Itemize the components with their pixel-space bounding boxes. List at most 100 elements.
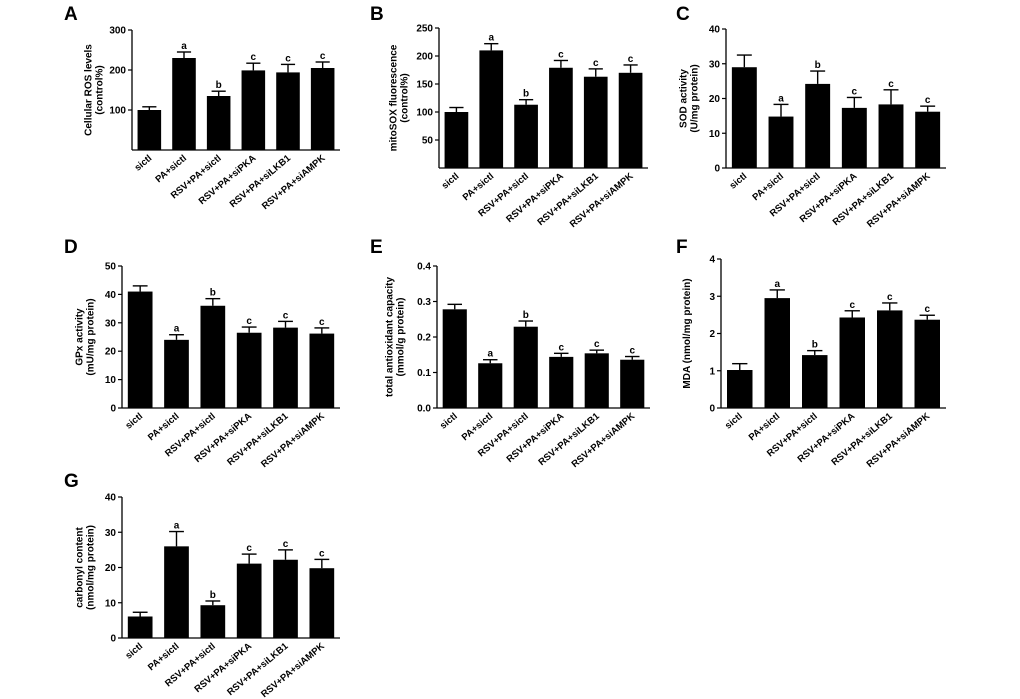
- significance-label: c: [246, 543, 252, 554]
- y-tick-label: 100: [109, 106, 126, 117]
- y-axis-label: total antioxidant capacity: [385, 277, 396, 397]
- panel-letter: G: [64, 471, 79, 492]
- significance-label: b: [216, 80, 222, 91]
- category-label: RSV+PA+siAMPK: [865, 171, 933, 230]
- significance-label: c: [594, 339, 600, 350]
- significance-label: c: [849, 300, 855, 311]
- chart-panel-d: D 0 10 20 30 40 50 GPx activity (mU/mg protein) s…: [64, 237, 340, 470]
- significance-label: c: [319, 548, 325, 559]
- bar: [127, 616, 153, 638]
- bar: [309, 568, 335, 638]
- bar: [915, 111, 941, 168]
- category-label: sictl: [133, 153, 155, 174]
- bar: [442, 309, 467, 408]
- y-tick-label: 30: [709, 59, 721, 70]
- category-label: sictl: [723, 411, 745, 432]
- y-axis-label: carbonyl content: [75, 527, 86, 608]
- bar: [768, 116, 794, 168]
- category-label: RSV+PA+siAMPK: [568, 171, 636, 230]
- bar: [310, 68, 335, 150]
- bar: [309, 333, 335, 408]
- y-tick-label: 0: [110, 404, 116, 415]
- bar: [513, 326, 538, 408]
- y-tick-label: 10: [105, 598, 117, 609]
- chart-panel-a: A 100 200 300 Cellular ROS levels (control%) s…: [64, 4, 340, 212]
- bar: [731, 67, 757, 168]
- chart-panel-b: B 50 100 150 200 250 mitoSOX fluorescence (cont…: [370, 4, 648, 230]
- category-label: PA+sictl: [146, 411, 181, 443]
- bar: [478, 363, 503, 408]
- bar: [273, 559, 298, 638]
- category-label: RSV+PA+siAMPK: [260, 153, 328, 212]
- bar: [877, 310, 903, 408]
- y-tick-label: 1: [709, 366, 715, 377]
- y-axis-label: Cellular ROS levels: [84, 44, 95, 136]
- y-tick-label: 10: [105, 375, 117, 386]
- category-label: RSV+PA+siAMPK: [570, 411, 638, 470]
- category-label: sictl: [728, 171, 750, 192]
- y-tick-label: 50: [422, 136, 434, 147]
- significance-label: b: [523, 310, 529, 321]
- significance-label: c: [628, 54, 634, 65]
- category-label: sictl: [123, 641, 145, 662]
- significance-label: c: [251, 52, 257, 63]
- category-label: PA+sictl: [750, 171, 785, 203]
- y-tick-label: 10: [709, 129, 721, 140]
- bar: [241, 70, 266, 150]
- significance-label: b: [210, 288, 216, 299]
- significance-label: c: [283, 310, 289, 321]
- bar: [164, 339, 189, 408]
- y-tick-label: 20: [105, 347, 117, 358]
- bar: [200, 605, 226, 638]
- y-tick-label: 0.2: [417, 333, 431, 344]
- y-tick-label: 150: [416, 80, 433, 91]
- y-tick-label: 2: [709, 329, 715, 340]
- significance-label: a: [174, 521, 180, 532]
- significance-label: c: [593, 58, 599, 69]
- category-label: PA+sictl: [146, 641, 181, 673]
- y-tick-label: 40: [105, 290, 117, 301]
- significance-label: c: [924, 304, 930, 315]
- panel-letter: B: [370, 4, 384, 25]
- bar: [137, 110, 162, 150]
- category-label: RSV+PA+siLKB1: [228, 152, 294, 210]
- bar: [276, 72, 300, 150]
- bar: [764, 298, 790, 408]
- panel-letter: E: [370, 237, 383, 258]
- category-label: RSV+PA+siLKB1: [831, 170, 897, 228]
- significance-label: b: [210, 590, 216, 601]
- y-tick-label: 0.1: [417, 368, 431, 379]
- category-label: RSV+PA+siAMPK: [259, 641, 327, 699]
- y-tick-label: 200: [109, 66, 126, 77]
- bar: [206, 96, 231, 150]
- significance-label: b: [815, 60, 821, 71]
- bar: [878, 104, 904, 168]
- y-tick-label: 40: [105, 493, 117, 504]
- significance-label: c: [558, 49, 564, 60]
- y-tick-label: 0: [709, 404, 715, 415]
- y-tick-label: 50: [105, 262, 117, 273]
- category-label: RSV+PA+siLKB1: [225, 410, 291, 468]
- bar: [172, 58, 196, 150]
- bar: [727, 370, 753, 408]
- y-tick-label: 300: [109, 26, 126, 37]
- category-label: RSV+PA+siAMPK: [259, 411, 327, 470]
- bar: [127, 291, 153, 408]
- bar: [236, 332, 262, 408]
- category-label: PA+sictl: [747, 411, 782, 443]
- bar: [164, 546, 189, 638]
- y-tick-label: 0.3: [417, 297, 431, 308]
- y-tick-label: 20: [709, 94, 721, 105]
- category-label: RSV+PA+siAMPK: [865, 411, 933, 470]
- y-axis-label: MDA (nmol/mg protein): [682, 278, 693, 388]
- panel-letter: C: [676, 4, 690, 25]
- y-tick-label: 250: [416, 24, 433, 35]
- category-label: RSV+PA+siLKB1: [536, 410, 602, 468]
- significance-label: c: [283, 539, 289, 550]
- y-axis-label: (U/mg protein): [690, 64, 701, 132]
- significance-label: c: [285, 53, 291, 64]
- bar: [514, 104, 538, 168]
- chart-panel-g: G 0 10 20 30 40 carbonyl content (nmol/mg prote…: [64, 471, 340, 699]
- significance-label: c: [925, 95, 931, 106]
